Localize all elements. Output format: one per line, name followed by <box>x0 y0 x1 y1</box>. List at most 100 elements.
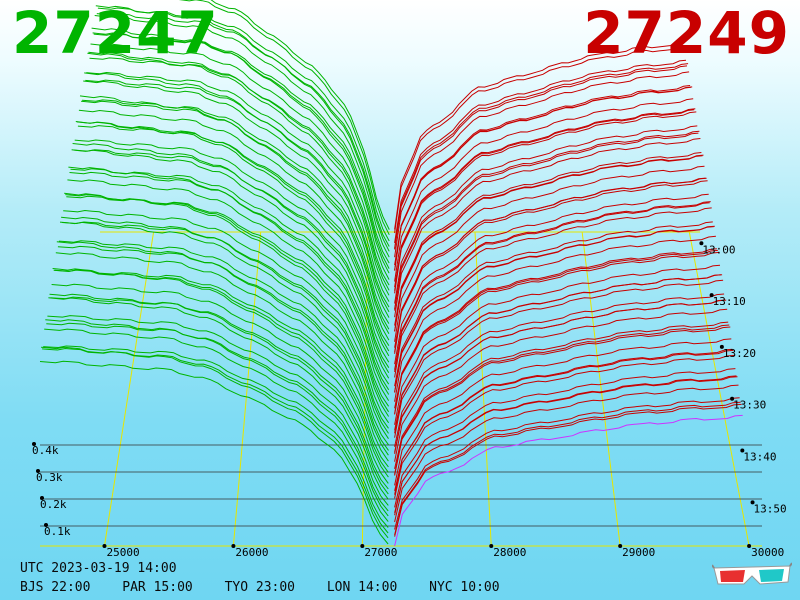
ask-depth-line-40 <box>394 152 702 326</box>
timezone-par: PAR 15:00 <box>122 580 193 595</box>
timezone-bjs: BJS 22:00 <box>20 580 91 595</box>
y-tick-label-0: 0.1k <box>44 525 71 538</box>
time-tick-label-0: 13:00 <box>702 243 735 256</box>
bid-depth-line-18 <box>58 240 389 446</box>
time-tick-label-4: 13:40 <box>743 451 776 464</box>
ask-depth-line-11 <box>394 338 732 486</box>
bid-depth-line-25 <box>66 195 390 407</box>
ask-depth-line-39 <box>394 155 703 332</box>
bid-depth-line-8 <box>48 297 389 500</box>
ask-depth-line-46 <box>394 108 696 291</box>
x-tick-label-1: 26000 <box>235 546 268 559</box>
ask-depth-line-4 <box>394 384 739 523</box>
ask-depth-line-0 <box>394 414 743 547</box>
ask-depth-line-55 <box>394 59 687 244</box>
grid-x-line-4 <box>581 231 621 547</box>
bid-depth-line-16 <box>56 241 389 456</box>
x-tick-dot-0 <box>102 544 107 548</box>
ask-depth-line-20 <box>394 274 723 434</box>
bid-depth-line-27 <box>68 166 390 395</box>
y-tick-dot-3 <box>32 442 36 446</box>
bid-depth-line-54 <box>96 12 390 247</box>
ask-depth-line-16 <box>394 299 727 454</box>
ask-depth-line-14 <box>394 321 729 470</box>
x-tick-label-0: 25000 <box>106 546 139 559</box>
x-tick-label-5: 30000 <box>751 546 784 559</box>
ask-depth-line-31 <box>394 201 711 372</box>
y-tick-label-1: 0.2k <box>40 498 67 511</box>
y-tick-dot-2 <box>36 469 40 473</box>
ask-depth-line-23 <box>394 251 720 415</box>
bid-depth-line-49 <box>91 27 390 274</box>
y-tick-label-3: 0.4k <box>32 444 59 457</box>
x-tick-dot-1 <box>231 544 236 548</box>
utc-time: UTC 2023-03-19 14:00 <box>20 561 177 576</box>
bid-depth-line-14 <box>54 269 389 468</box>
ask-depth-line-12 <box>394 326 731 476</box>
ask-depth-line-3 <box>394 397 740 530</box>
bid-depth-line-57 <box>210 0 390 230</box>
ask-depth-line-41 <box>394 138 701 318</box>
ask-depth-line-32 <box>394 202 710 370</box>
ask-depth-line-53 <box>394 63 689 250</box>
ask-depth-line-18 <box>394 293 725 447</box>
time-tick-label-1: 13:10 <box>713 295 746 308</box>
ask-depth-line-44 <box>394 125 698 304</box>
timezone-lon: LON 14:00 <box>326 580 398 595</box>
ask-depth-line-42 <box>394 130 700 311</box>
bid-depth-line-19 <box>59 221 389 439</box>
time-tick-label-3: 13:30 <box>733 399 766 412</box>
ask-depth-line-49 <box>394 86 693 271</box>
ask-depth-line-35 <box>394 177 707 353</box>
y-tick-label-2: 0.3k <box>36 471 63 484</box>
bid-depth-line-35 <box>76 121 390 352</box>
bid-depth-line-31 <box>72 143 390 373</box>
y-tick-dot-1 <box>40 496 44 500</box>
bid-depth-line-7 <box>47 315 389 506</box>
bid-depth-line-10 <box>50 296 389 490</box>
grid-x-line-0 <box>103 231 155 547</box>
ask-depth-line-5 <box>394 376 738 516</box>
x-tick-dot-3 <box>489 544 494 548</box>
x-tick-dot-5 <box>747 544 752 548</box>
bid-depth-line-42 <box>84 72 390 313</box>
bid-depth-line-46 <box>88 51 390 291</box>
bid-depth-line-41 <box>83 80 390 318</box>
time-tick-dot-3 <box>730 396 735 401</box>
ask-depth-line-56 <box>394 45 686 234</box>
ask-depth-line-8 <box>394 354 735 499</box>
bid-depth-line-15 <box>55 252 389 462</box>
ask-depth-line-54 <box>394 65 688 249</box>
ask-depth-line-19 <box>394 279 724 438</box>
bid-depth-line-22 <box>63 209 390 424</box>
timezone-nyc: NYC 10:00 <box>429 580 500 595</box>
bid-depth-line-20 <box>61 216 389 434</box>
3d-glasses-icon[interactable] <box>712 562 792 590</box>
ask-depth-line-15 <box>394 308 728 462</box>
ask-depth-line-37 <box>394 165 705 342</box>
x-tick-dot-4 <box>618 544 623 548</box>
bid-depth-line-52 <box>94 15 390 258</box>
bid-depth-line-0 <box>39 360 389 545</box>
x-tick-dot-2 <box>360 544 365 548</box>
bid-depth-line-12 <box>52 268 389 478</box>
bid-depth-line-30 <box>71 149 390 379</box>
ask-depth-line-24 <box>394 249 718 414</box>
timezone-row: BJS 22:00 PAR 15:00 TYO 23:00 LON 14:00 … <box>20 580 524 595</box>
time-tick-dot-4 <box>740 448 745 453</box>
ask-depth-line-9 <box>394 349 734 495</box>
bid-depth-line-37 <box>78 109 390 341</box>
bid-depth-line-36 <box>77 125 390 346</box>
ask-depth-line-57 <box>394 41 684 230</box>
ask-depth-line-38 <box>394 154 704 332</box>
bid-depth-line-1 <box>41 346 389 539</box>
bid-depth-line-48 <box>90 43 390 280</box>
bid-depth-line-4 <box>44 328 389 522</box>
grid-x-line-1 <box>232 231 262 547</box>
bid-depth-line-45 <box>87 52 390 296</box>
bid-depth-line-26 <box>67 179 390 401</box>
ask-depth-line-30 <box>394 207 712 378</box>
bid-depth-line-3 <box>43 345 389 528</box>
ask-depth-line-1 <box>394 403 742 537</box>
ask-depth-line-45 <box>394 111 697 294</box>
